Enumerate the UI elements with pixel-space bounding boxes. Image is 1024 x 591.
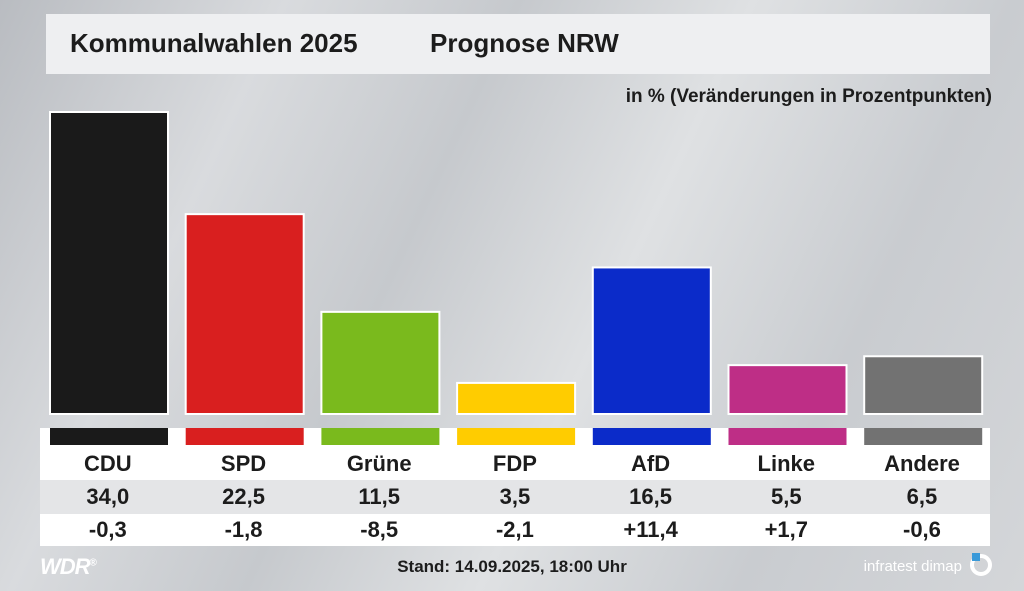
wdr-logo: WDR® [40, 554, 97, 579]
party-change-andere: -0,6 [903, 517, 941, 542]
bar-chart [49, 111, 984, 445]
chart-title: Kommunalwahlen 2025 [70, 28, 358, 58]
party-value-andere: 6,5 [906, 484, 938, 509]
party-name-linke: Linke [757, 451, 816, 476]
color-strip-fdp [457, 428, 576, 445]
color-strip-grüne [321, 428, 440, 445]
bar-grüne [320, 310, 441, 415]
bar-cdu [49, 111, 169, 415]
party-name-cdu: CDU [84, 451, 132, 476]
change-row: -0,3 -1,8 -8,5 -2,1 +11,4 +1,7 -0,6 [40, 514, 990, 546]
party-change-fdp: -2,1 [495, 517, 534, 542]
party-value-linke: 5,5 [770, 484, 802, 509]
party-change-spd: -1,8 [224, 517, 263, 542]
bar-afd [591, 266, 712, 415]
bar-andere [863, 355, 984, 416]
party-value-spd: 22,5 [222, 484, 265, 509]
results-table: CDU SPD Grüne FDP AfD Linke Andere 34,0 22,5 11,… [40, 428, 990, 546]
color-strip-andere [864, 428, 983, 445]
value-row: 34,0 22,5 11,5 3,5 16,5 5,5 6,5 [40, 480, 990, 514]
bar-linke [727, 364, 848, 416]
party-name-row: CDU SPD Grüne FDP AfD Linke Andere [40, 448, 990, 480]
unit-note: in % (Veränderungen in Prozentpunkten) [625, 86, 992, 107]
party-value-grüne: 11,5 [358, 484, 401, 509]
party-value-afd: 16,5 [629, 484, 672, 509]
party-change-linke: +1,7 [764, 517, 808, 542]
bar-fdp [456, 381, 577, 416]
chart-subtitle: Prognose NRW [430, 28, 619, 58]
timestamp: Stand: 14.09.2025, 18:00 Uhr [397, 557, 627, 576]
color-strip-afd [592, 428, 711, 445]
party-name-andere: Andere [884, 451, 960, 476]
party-value-cdu: 34,0 [86, 484, 130, 509]
party-name-afd: AfD [631, 451, 671, 476]
infratest-dimap-icon [970, 553, 992, 576]
color-strip-cdu [50, 428, 168, 445]
color-strip-spd [185, 428, 304, 445]
title-bar: Kommunalwahlen 2025 Prognose NRW [46, 14, 990, 74]
party-value-fdp: 3,5 [499, 484, 531, 509]
party-name-fdp: FDP [492, 451, 537, 476]
bar-spd [184, 213, 305, 415]
color-strip-linke [728, 428, 847, 445]
party-change-cdu: -0,3 [88, 517, 127, 542]
source-label: infratest dimap [863, 558, 962, 575]
party-change-grüne: -8,5 [360, 517, 399, 542]
party-name-spd: SPD [220, 451, 267, 476]
party-change-afd: +11,4 [623, 517, 678, 542]
party-name-grüne: Grüne [346, 451, 412, 476]
